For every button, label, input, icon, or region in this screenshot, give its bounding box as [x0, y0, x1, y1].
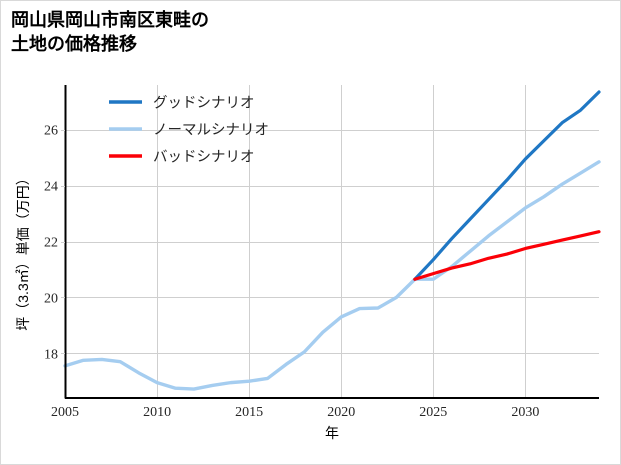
page-title: 岡山県岡山市南区東畦の 土地の価格推移 [11, 10, 209, 54]
series-group [63, 90, 601, 391]
x-tick-label: 2010 [143, 405, 171, 420]
legend-label-normal: ノーマルシナリオ [153, 123, 269, 139]
series-line-good [413, 90, 601, 281]
y-tick-label: 22 [44, 236, 58, 251]
y-axis-tick-labels: 18 20 22 24 26 [44, 124, 65, 362]
series-line-bad [413, 230, 601, 281]
y-tick-label: 26 [44, 124, 58, 139]
x-tick-label: 2030 [511, 405, 539, 420]
legend-label-good: グッドシナリオ [153, 95, 255, 112]
x-tick-label: 2025 [419, 405, 447, 420]
y-tick-label: 24 [44, 180, 58, 195]
x-tick-label: 2020 [327, 405, 355, 420]
axis-spines [64, 85, 599, 400]
gridlines-group [65, 85, 599, 398]
y-tick-label: 18 [44, 347, 58, 362]
y-tick-label: 20 [44, 291, 58, 306]
legend-label-bad: バッドシナリオ [153, 150, 255, 166]
x-axis-tick-labels: 2005 2010 2015 2020 2025 2030 [51, 405, 539, 420]
series-line-normal [63, 160, 601, 391]
x-axis-title: 年 [325, 425, 339, 441]
y-axis-title: 坪（3.3㎡）単価（万円） [15, 171, 31, 330]
x-tick-label: 2015 [235, 405, 263, 420]
x-tick-label: 2005 [51, 405, 79, 420]
